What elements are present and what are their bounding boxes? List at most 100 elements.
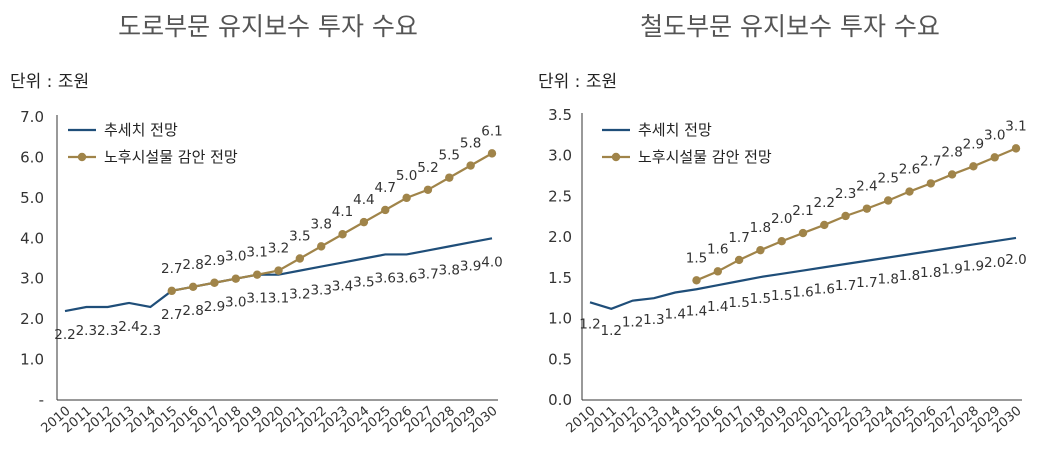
y-tick-label-rail: 0.5 [548, 350, 572, 368]
data-label-road-0: 2.4 [118, 319, 139, 335]
data-point-rail-1 [841, 211, 850, 221]
y-tick-label-road: 1.0 [20, 351, 44, 369]
data-label-road-0: 3.6 [375, 270, 396, 286]
data-label-rail-0: 1.8 [877, 272, 898, 288]
data-label-road-1: 4.4 [353, 192, 374, 208]
data-label-rail-1: 2.7 [920, 153, 941, 169]
data-label-road-0: 3.9 [460, 258, 481, 274]
data-point-rail-1 [905, 187, 914, 196]
data-point-rail-1 [734, 255, 744, 265]
data-label-rail-0: 1.2 [622, 315, 643, 331]
y-tick-label-road: 4.0 [20, 229, 44, 247]
data-label-rail-1: 2.0 [771, 211, 792, 227]
unit-label-road: 단위 : 조원 [10, 72, 89, 92]
data-label-road-1: 3.1 [246, 245, 267, 261]
y-tick-label-rail: 2.0 [548, 228, 572, 246]
data-label-rail-0: 2.0 [984, 255, 1005, 271]
data-label-rail-0: 1.5 [771, 288, 792, 304]
series-line-road-1 [171, 152, 493, 292]
data-label-rail-1: 3.0 [984, 127, 1005, 143]
chart-title-road: 도로부문 유지보수 투자 수요 [118, 12, 418, 41]
series-line-rail-1 [696, 147, 1017, 282]
data-label-road-1: 3.0 [225, 249, 246, 265]
data-point-road-1 [167, 286, 176, 296]
data-label-road-0: 2.2 [54, 327, 75, 343]
data-label-road-0: 2.3 [97, 323, 118, 339]
data-point-rail-1 [926, 179, 935, 188]
data-label-road-0: 3.2 [289, 287, 310, 303]
data-label-rail-1: 2.9 [963, 136, 984, 152]
data-label-rail-1: 2.1 [792, 203, 813, 219]
data-label-rail-1: 2.8 [941, 144, 962, 160]
data-label-rail-0: 1.5 [750, 291, 771, 307]
legend-label-aging-road: 노후시설물 감안 전망 [104, 148, 238, 166]
data-point-rail-1 [947, 170, 957, 179]
data-point-road-1 [402, 193, 411, 203]
data-label-road-1: 6.1 [481, 123, 502, 139]
data-label-road-0: 3.4 [332, 279, 353, 295]
data-label-rail-0: 1.9 [941, 262, 962, 278]
legend-marker-aging-rail [611, 152, 621, 162]
y-tick-label-rail: 1.0 [548, 310, 572, 328]
data-label-road-0: 3.3 [310, 283, 331, 299]
y-tick-label-road: 5.0 [20, 189, 44, 207]
data-label-road-1: 5.5 [439, 148, 460, 164]
data-point-road-1 [466, 161, 475, 170]
data-point-road-1 [359, 217, 369, 227]
data-label-road-0: 3.1 [268, 291, 289, 307]
y-tick-label-road: - [39, 391, 44, 409]
data-label-rail-1: 2.2 [814, 195, 835, 211]
data-label-road-0: 3.1 [246, 291, 267, 307]
data-label-rail-0: 1.4 [664, 307, 685, 323]
legend-marker-aging-road [77, 152, 87, 162]
data-label-road-1: 2.8 [182, 257, 203, 273]
y-tick-label-road: 7.0 [20, 108, 44, 126]
data-label-rail-0: 1.8 [920, 265, 941, 281]
data-label-road-1: 5.8 [460, 136, 481, 152]
data-label-rail-0: 1.4 [707, 299, 728, 315]
data-point-rail-1 [1011, 144, 1021, 153]
legend-label-aging-rail: 노후시설물 감안 전망 [638, 148, 772, 166]
data-label-road-0: 4.0 [481, 254, 502, 270]
data-point-road-1 [423, 185, 433, 194]
data-point-road-1 [487, 149, 497, 158]
data-label-road-0: 3.6 [396, 270, 417, 286]
data-label-road-0: 2.3 [76, 323, 97, 339]
legend-label-trend-road: 추세치 전망 [104, 121, 178, 139]
data-label-road-0: 3.7 [417, 266, 438, 282]
data-point-rail-1 [969, 162, 978, 171]
data-label-rail-0: 1.7 [856, 275, 877, 291]
data-label-rail-0: 1.4 [686, 303, 707, 319]
data-point-road-1 [317, 242, 326, 251]
data-label-road-1: 3.2 [268, 241, 289, 257]
chart-title-rail: 철도부문 유지보수 투자 수요 [640, 12, 940, 41]
data-point-road-1 [188, 282, 198, 291]
data-point-rail-1 [777, 237, 786, 246]
data-point-rail-1 [798, 228, 808, 238]
data-label-rail-1: 1.8 [750, 220, 771, 236]
data-label-rail-1: 2.4 [856, 179, 877, 195]
data-point-road-1 [338, 230, 347, 239]
data-point-road-1 [381, 205, 390, 215]
data-label-road-0: 3.0 [225, 295, 246, 311]
data-label-road-0: 2.9 [204, 299, 225, 315]
data-label-rail-0: 1.7 [835, 278, 856, 294]
data-point-road-1 [295, 254, 305, 263]
legend-label-trend-rail: 추세치 전망 [638, 121, 712, 139]
data-point-road-1 [231, 274, 240, 283]
y-tick-label-rail: 1.5 [548, 269, 572, 287]
data-label-rail-0: 1.6 [792, 285, 813, 301]
data-label-road-1: 5.2 [417, 160, 438, 176]
data-label-rail-1: 2.3 [835, 186, 856, 202]
data-point-rail-1 [756, 245, 765, 255]
data-label-rail-0: 1.2 [579, 316, 600, 332]
data-label-road-1: 4.7 [375, 180, 396, 196]
data-label-road-1: 3.5 [289, 229, 310, 245]
data-label-road-1: 2.7 [161, 261, 182, 277]
data-point-rail-1 [862, 204, 872, 213]
data-point-rail-1 [990, 153, 999, 162]
data-label-rail-1: 1.6 [707, 241, 728, 257]
data-point-rail-1 [692, 276, 701, 285]
